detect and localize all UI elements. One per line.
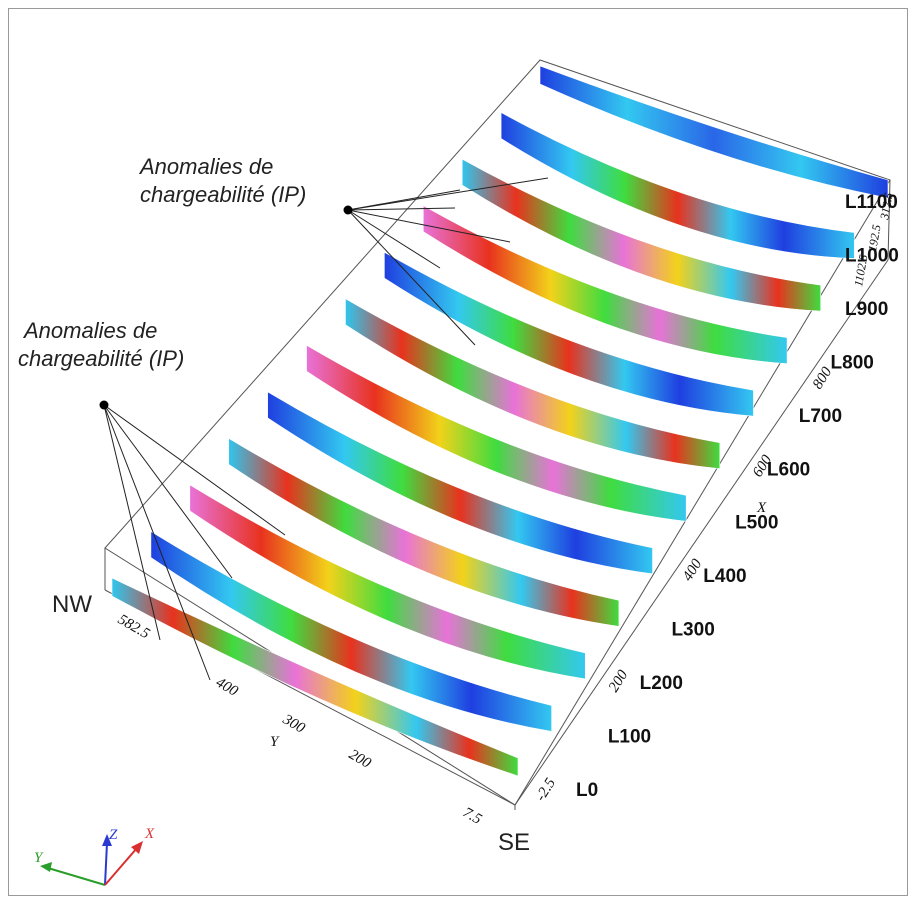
section-bands	[111, 65, 889, 777]
z-tick-1: 312.5	[877, 192, 896, 222]
x-tick-0: -2.5	[533, 775, 559, 804]
y-tick-3: 200	[346, 747, 374, 772]
line-label-l900: L900	[845, 299, 888, 320]
section-band-l800	[422, 205, 788, 364]
section-band-l300	[228, 437, 620, 627]
line-label-l1100: L1100	[845, 192, 898, 213]
anomaly-marker-top	[343, 205, 353, 215]
triad-x-axis	[104, 847, 138, 886]
section-band-l400	[267, 391, 653, 575]
z-axis-ticks: 1102.5 312.5 192.5	[851, 192, 895, 288]
triad-x-arrow-icon	[131, 841, 143, 854]
y-tick-0: 582.5	[115, 612, 153, 643]
section-band-l900	[461, 158, 822, 312]
z-tick-0: 1102.5	[851, 253, 870, 287]
direction-nw: NW	[52, 591, 92, 618]
anomaly-marker-left	[99, 400, 109, 410]
section-band-l0	[111, 577, 519, 777]
y-tick-1: 400	[213, 675, 241, 700]
triad-y-arrow-icon	[40, 862, 52, 872]
section-band-l500	[306, 344, 687, 522]
direction-se: SE	[498, 829, 530, 856]
line-label-l700: L700	[799, 406, 842, 427]
pointer-lines	[103, 177, 549, 681]
annotation-top-line2: chargeabilité (IP)	[140, 182, 306, 207]
y-axis-name: Y	[270, 734, 280, 750]
x-axis-name: X	[756, 500, 767, 516]
x-tick-1: 200	[606, 667, 632, 695]
section-band-l100	[150, 530, 552, 732]
line-label-l500: L500	[735, 513, 778, 534]
orientation-triad: Y Z X	[34, 826, 155, 886]
triad-z-arrow-icon	[102, 834, 112, 846]
line-labels: L1100 L1000 L900 L800 L700 L600 L500 L400 L300 L2…	[576, 192, 899, 801]
section-band-l600	[345, 298, 721, 470]
line-label-l1000: L1000	[845, 245, 899, 266]
annotation-left-line2: chargeabilité (IP)	[18, 346, 184, 371]
section-band-l1000	[500, 112, 855, 259]
triad-y-axis	[47, 867, 106, 886]
line-label-l300: L300	[671, 620, 714, 641]
section-band-l700	[384, 251, 754, 417]
triad-x-label: X	[144, 826, 155, 842]
triad-z-axis	[104, 842, 108, 886]
line-label-l600: L600	[767, 459, 810, 480]
z-tick-2: 192.5	[865, 224, 883, 253]
triad-y-label: Y	[34, 850, 44, 866]
section-band-l200	[189, 484, 586, 680]
line-label-l0: L0	[576, 780, 598, 801]
y-tick-2: 300	[279, 711, 308, 737]
annotation-top-line1: Anomalies de	[138, 154, 273, 179]
line-label-l200: L200	[640, 673, 683, 694]
annotation-left-line1: Anomalies de	[22, 318, 157, 343]
y-tick-4: 7.5	[460, 805, 485, 828]
line-label-l800: L800	[831, 352, 874, 373]
line-label-l400: L400	[703, 566, 746, 587]
x-tick-2: 400	[680, 556, 706, 584]
section-band-l1100	[539, 65, 889, 199]
triad-z-label: Z	[109, 827, 118, 843]
line-label-l100: L100	[608, 727, 651, 748]
